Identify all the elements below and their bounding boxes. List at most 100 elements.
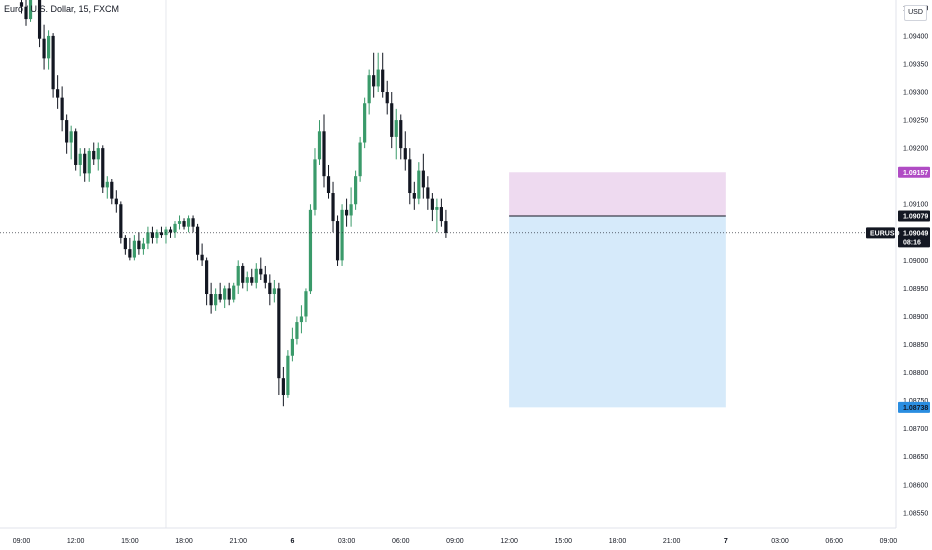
time-axis-label: 7 bbox=[724, 538, 728, 545]
price-axis-label: 1.09100 bbox=[903, 202, 928, 209]
candle-body bbox=[28, 0, 33, 20]
candle-body bbox=[354, 176, 358, 205]
position-tool[interactable] bbox=[509, 172, 726, 408]
price-axis-label: 1.09000 bbox=[903, 258, 928, 265]
candle-body bbox=[114, 198, 118, 205]
time-axis-label: 18:00 bbox=[175, 538, 193, 545]
candle-body bbox=[277, 288, 281, 379]
price-axis-label: 1.09400 bbox=[903, 33, 928, 40]
candle-body bbox=[444, 221, 448, 233]
candle-body bbox=[223, 288, 227, 300]
current-price-tag-text: 1.09049 bbox=[903, 230, 928, 237]
candle-body bbox=[250, 277, 254, 283]
candle-body bbox=[141, 243, 146, 250]
time-axis-label: 03:00 bbox=[338, 538, 356, 545]
candle-body bbox=[331, 193, 335, 222]
symbol-tag: EURUSD bbox=[866, 227, 900, 239]
candle-body bbox=[177, 221, 182, 224]
current-price-tag-text: 08:16 bbox=[903, 239, 921, 246]
candle-body bbox=[37, 0, 42, 39]
price-axis-label: 1.09200 bbox=[903, 146, 928, 153]
price-axis-label: 1.08750 bbox=[903, 398, 928, 405]
time-axis-label: 21:00 bbox=[663, 538, 681, 545]
stop-loss-zone bbox=[509, 172, 726, 217]
candle-body bbox=[69, 131, 73, 143]
time-axis-label: 09:00 bbox=[880, 538, 898, 545]
candle-body bbox=[232, 285, 236, 300]
candle-body bbox=[137, 240, 141, 250]
candle-body bbox=[326, 176, 331, 194]
candle-body bbox=[46, 35, 51, 59]
candle-body bbox=[105, 181, 109, 188]
candle-body bbox=[358, 142, 362, 177]
candle-body bbox=[344, 209, 349, 216]
symbol-tag-text: EURUSD bbox=[870, 230, 900, 237]
time-axis-label: 6 bbox=[290, 538, 294, 545]
candle-body bbox=[195, 226, 200, 255]
candle-body bbox=[191, 218, 195, 227]
candle-body bbox=[96, 148, 100, 160]
candle-body bbox=[399, 120, 403, 149]
candle-body bbox=[259, 268, 263, 275]
candle-body bbox=[119, 204, 123, 238]
time-axis-label: 06:00 bbox=[392, 538, 410, 545]
price-axis-label: 1.08850 bbox=[903, 342, 928, 349]
candle-body bbox=[272, 288, 276, 295]
candle-body bbox=[381, 69, 385, 93]
candle-body bbox=[340, 209, 344, 261]
candle-body bbox=[42, 38, 46, 59]
candle-body bbox=[394, 120, 398, 137]
price-axis-label: 1.08550 bbox=[903, 510, 928, 517]
time-axis-label: 06:00 bbox=[825, 538, 843, 545]
candle-body bbox=[376, 69, 380, 87]
price-axis-label: 1.09300 bbox=[903, 90, 928, 97]
target-price-tag-bg bbox=[898, 401, 930, 413]
candle-body bbox=[295, 322, 299, 339]
candle-body bbox=[313, 159, 317, 210]
candle-body bbox=[24, 6, 28, 20]
candle-body bbox=[51, 35, 55, 90]
candle-body bbox=[372, 75, 376, 87]
candle-body bbox=[322, 131, 326, 177]
current-price-tag-bg bbox=[898, 227, 930, 248]
candle-body bbox=[146, 232, 150, 244]
candle-body bbox=[286, 355, 290, 396]
candle-body bbox=[245, 277, 249, 283]
candle-body bbox=[227, 288, 231, 300]
candle-body bbox=[164, 229, 168, 236]
candle-body bbox=[254, 268, 258, 283]
candle-body bbox=[200, 254, 204, 261]
candle-body bbox=[317, 131, 322, 160]
candle-body bbox=[56, 89, 60, 98]
stop-price-tag: 1.09157 bbox=[898, 166, 930, 178]
stop-price-tag-text: 1.09157 bbox=[903, 170, 928, 177]
candle-body bbox=[132, 240, 136, 258]
price-axis-label: 1.08650 bbox=[903, 454, 928, 461]
time-axis-label: 21:00 bbox=[229, 538, 247, 545]
price-axis-label: 1.08900 bbox=[903, 314, 928, 321]
candle-body bbox=[299, 316, 304, 323]
symbol-tag-bg bbox=[866, 227, 895, 239]
time-axis-label: 15:00 bbox=[555, 538, 573, 545]
candle-body bbox=[390, 103, 394, 137]
time-axis-label: 12:00 bbox=[67, 538, 85, 545]
candles-series bbox=[19, 0, 448, 407]
time-axis[interactable]: 09:00 12:00 15:00 18:00 21:00 6 03:00 06:00 09:0… bbox=[13, 538, 932, 545]
candle-body bbox=[87, 150, 91, 174]
candle-body bbox=[74, 131, 78, 165]
target-price-tag: 1.08738 bbox=[898, 401, 930, 413]
candle-body bbox=[173, 223, 177, 233]
candle-body bbox=[385, 92, 389, 104]
candle-body bbox=[60, 97, 64, 121]
stop-price-tag-bg bbox=[898, 166, 930, 178]
time-axis-label: 18:00 bbox=[609, 538, 627, 545]
candle-body bbox=[159, 232, 164, 236]
candle-body bbox=[426, 187, 430, 199]
candle-body bbox=[308, 209, 313, 292]
candle-body bbox=[403, 148, 407, 160]
currency-button[interactable]: USD bbox=[904, 5, 927, 21]
candle-body bbox=[209, 294, 213, 306]
time-axis-label: 09:00 bbox=[13, 538, 31, 545]
price-axis[interactable]: 1.095001.094501.094001.093501.093001.092… bbox=[903, 0, 928, 517]
